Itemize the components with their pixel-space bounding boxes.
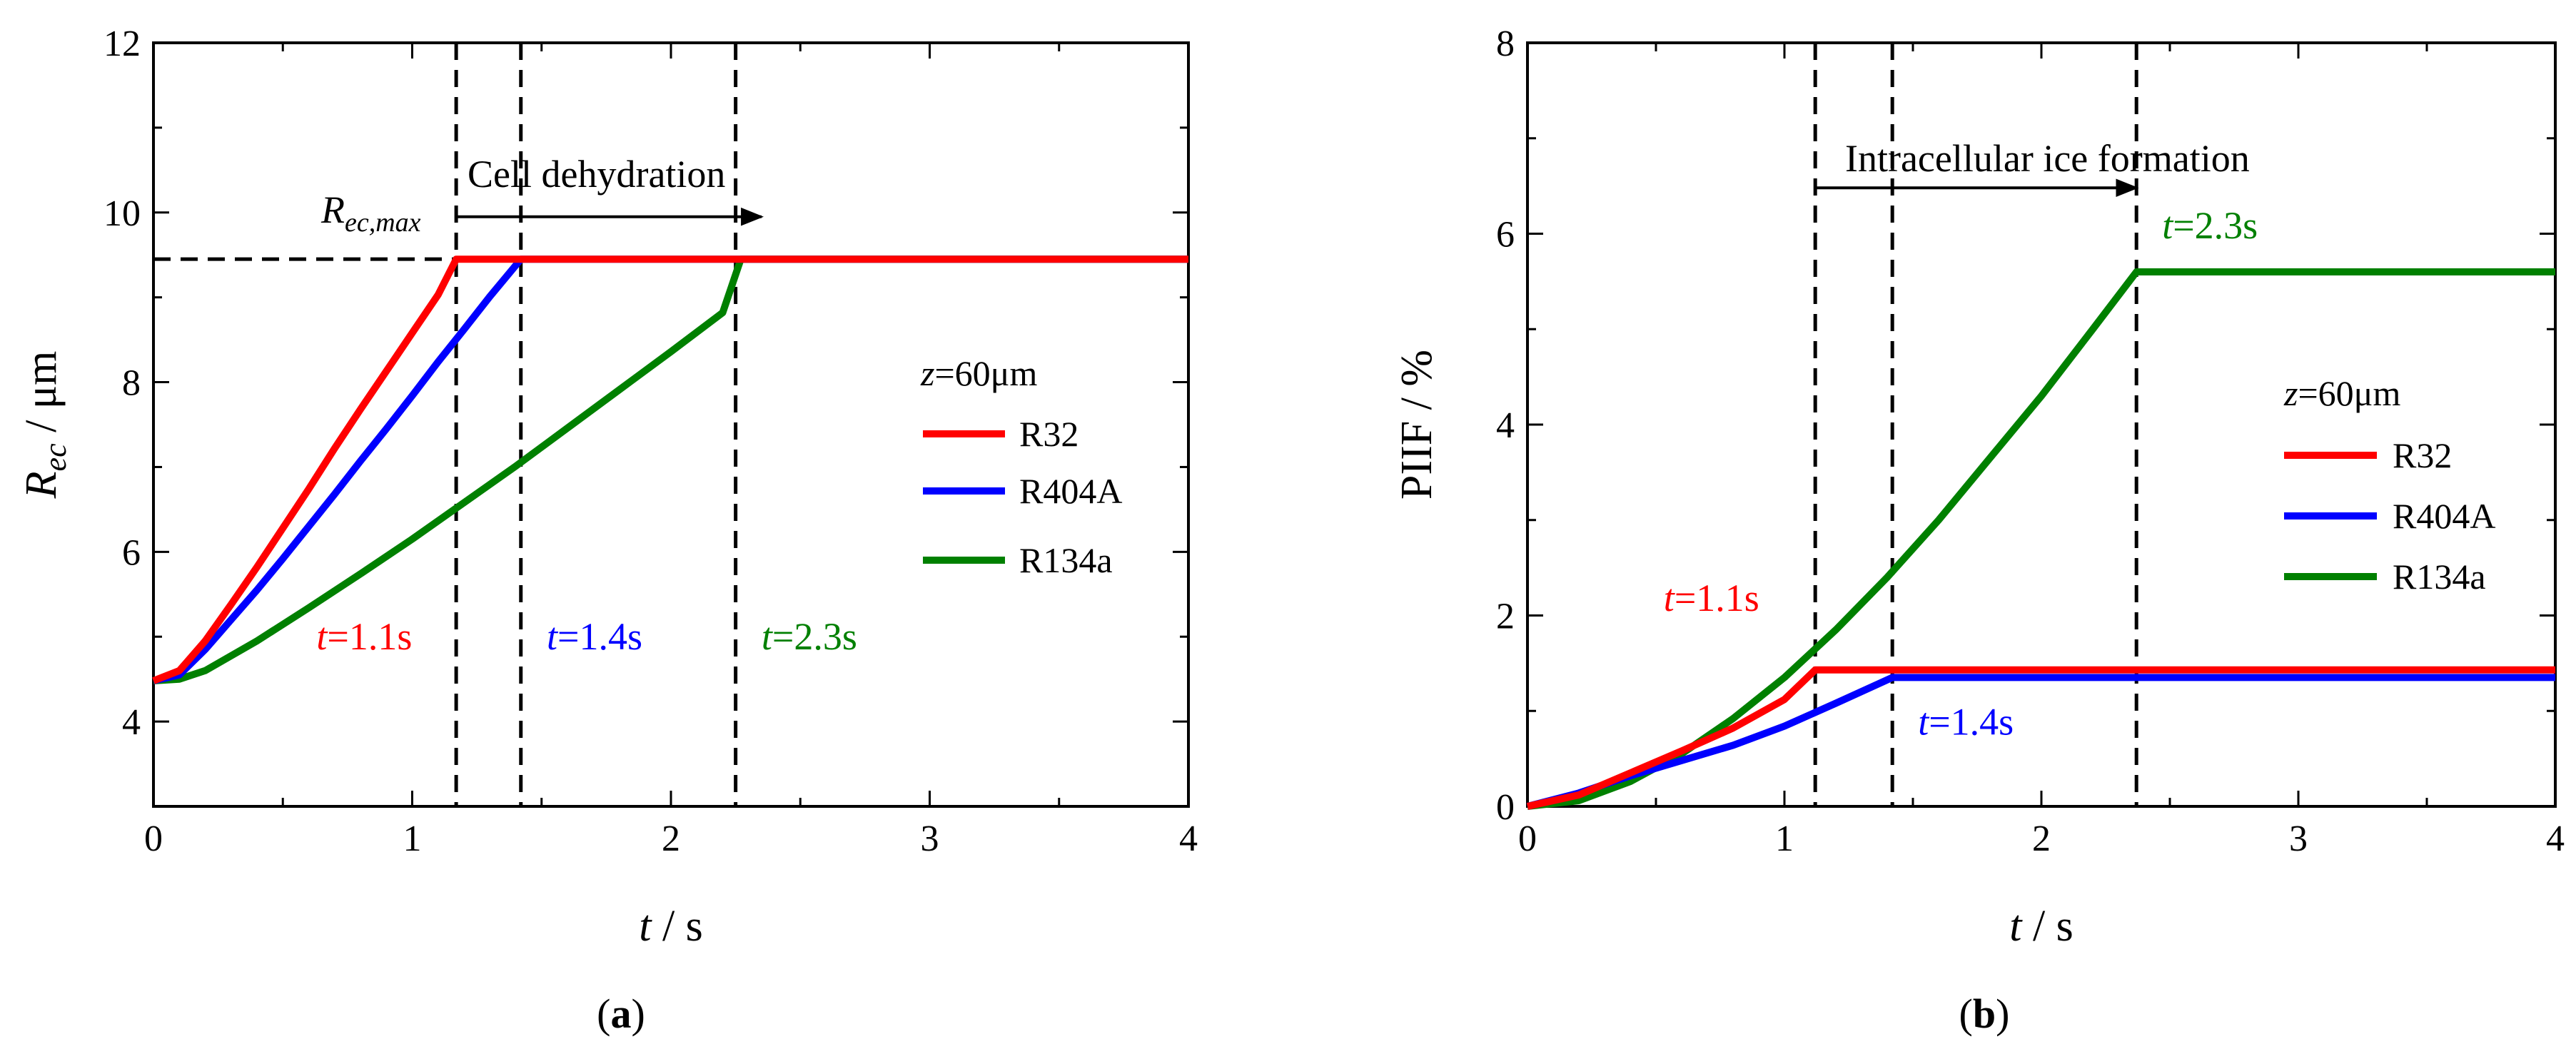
x-tick-label: 1 <box>1775 819 1794 859</box>
time-labels-b: t=1.1s t=1.4s t=2.3s <box>1664 204 2258 744</box>
series-line-r404a <box>152 255 1188 684</box>
x-tick-label: 3 <box>2289 819 2308 859</box>
y-tick-label: 12 <box>103 24 141 64</box>
caption-a: (a) <box>597 990 645 1037</box>
x-tick-label: 4 <box>1179 819 1198 859</box>
y-tick-label: 4 <box>122 702 141 743</box>
x-axis-label-b: t / s <box>2009 902 2074 951</box>
x-tick-label: 0 <box>144 819 163 859</box>
time-label-r404a: t=1.4s <box>1918 701 2014 744</box>
y-tick-label: 8 <box>122 363 141 404</box>
x-tick-label: 2 <box>2032 819 2051 859</box>
legend-label-r404a-a: R404A <box>1019 471 1122 511</box>
y-tick-label: 6 <box>1496 215 1515 255</box>
x-tick-label: 0 <box>1518 819 1537 859</box>
ticks-b: 0 1 2 3 4 0 2 4 6 8 <box>1496 24 2565 859</box>
rmax-label: Rec,max <box>320 188 421 238</box>
y-tick-label: 4 <box>1496 405 1515 446</box>
x-tick-label: 2 <box>662 819 680 859</box>
legend-label-r134a-b: R134a <box>2393 557 2486 597</box>
time-label-r32: t=1.1s <box>1664 577 1759 619</box>
y-axis-label-b: PIIF / % <box>1393 350 1441 500</box>
y-tick-label: 0 <box>1496 787 1515 828</box>
legend-label-r404a-b: R404A <box>2393 496 2495 536</box>
legend-label-r32-b: R32 <box>2393 435 2452 475</box>
y-axis-label-a: Rec / μm <box>17 351 73 500</box>
time-label-r134a: t=2.3s <box>2162 204 2258 247</box>
caption-b: (b) <box>1959 990 2010 1037</box>
series-line-r134a <box>153 255 1188 684</box>
legend-label-r32-a: R32 <box>1019 414 1079 454</box>
series-line-r134a <box>1527 268 2555 810</box>
legend-title-b: z=60μm <box>2283 373 2400 413</box>
arrow-label-cell-dehydration: Cell dehydration <box>468 153 725 196</box>
x-tick-label: 4 <box>2546 819 2565 859</box>
legend-b: z=60μm R32 R404A R134a <box>2283 373 2495 597</box>
time-labels-a: t=1.1s t=1.4s t=2.3s <box>316 615 857 658</box>
series-lines-a <box>152 255 1188 684</box>
legend-a: z=60μm R32 R404A R134a <box>920 353 1122 580</box>
y-tick-label: 10 <box>103 193 141 234</box>
series-lines-b <box>1526 268 2555 810</box>
x-tick-label: 3 <box>921 819 939 859</box>
time-label-r404a: t=1.4s <box>547 615 642 658</box>
series-line-r32 <box>152 255 1188 684</box>
series-line-r404a <box>1526 674 2555 810</box>
time-label-r32: t=1.1s <box>316 615 412 658</box>
x-axis-label-a: t / s <box>639 902 703 951</box>
legend-label-r134a-a: R134a <box>1019 540 1113 580</box>
y-tick-label: 2 <box>1496 597 1515 637</box>
x-tick-label: 1 <box>403 819 422 859</box>
y-tick-label: 6 <box>122 532 141 573</box>
legend-title-a: z=60μm <box>920 353 1037 393</box>
arrow-label-ice-formation: Intracellular ice formation <box>1845 137 2250 180</box>
y-tick-label: 8 <box>1496 24 1515 64</box>
series-line-r32 <box>1526 666 2555 810</box>
panel-b: 0 1 2 3 4 0 2 4 6 8 PIIF / % t / s (b) Intracellu… <box>1393 24 2565 1037</box>
time-label-r134a: t=2.3s <box>762 615 857 658</box>
